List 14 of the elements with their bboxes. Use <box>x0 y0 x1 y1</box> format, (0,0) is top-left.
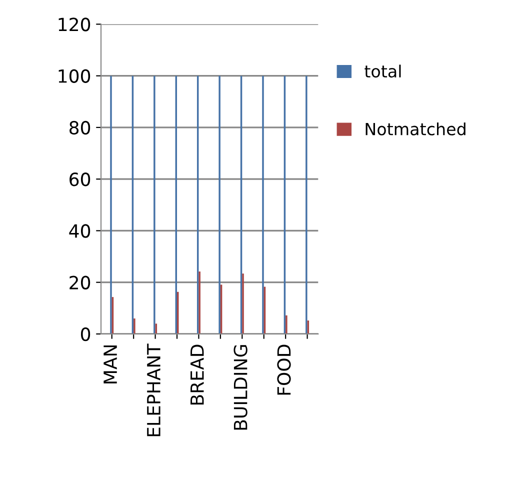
legend-label: total <box>364 64 401 78</box>
y-tick-label: 100 <box>58 69 90 83</box>
legend-label: Notmatched <box>366 122 466 136</box>
y-tick-label: 120 <box>58 18 90 32</box>
y-tick-label: 60 <box>70 172 90 186</box>
x-tick-label: MAN <box>104 345 117 384</box>
x-tick-label: BUILDING <box>234 345 248 430</box>
x-tick-label: BREAD <box>190 344 204 405</box>
y-tick-label: 80 <box>70 120 90 135</box>
y-tick-label: 40 <box>69 224 90 238</box>
x-tick-label: ELEPHANT <box>147 344 160 436</box>
y-tick-label: 0 <box>80 327 90 342</box>
y-tick-label: 20 <box>70 276 90 290</box>
x-tick-label: FOOD <box>277 344 291 395</box>
